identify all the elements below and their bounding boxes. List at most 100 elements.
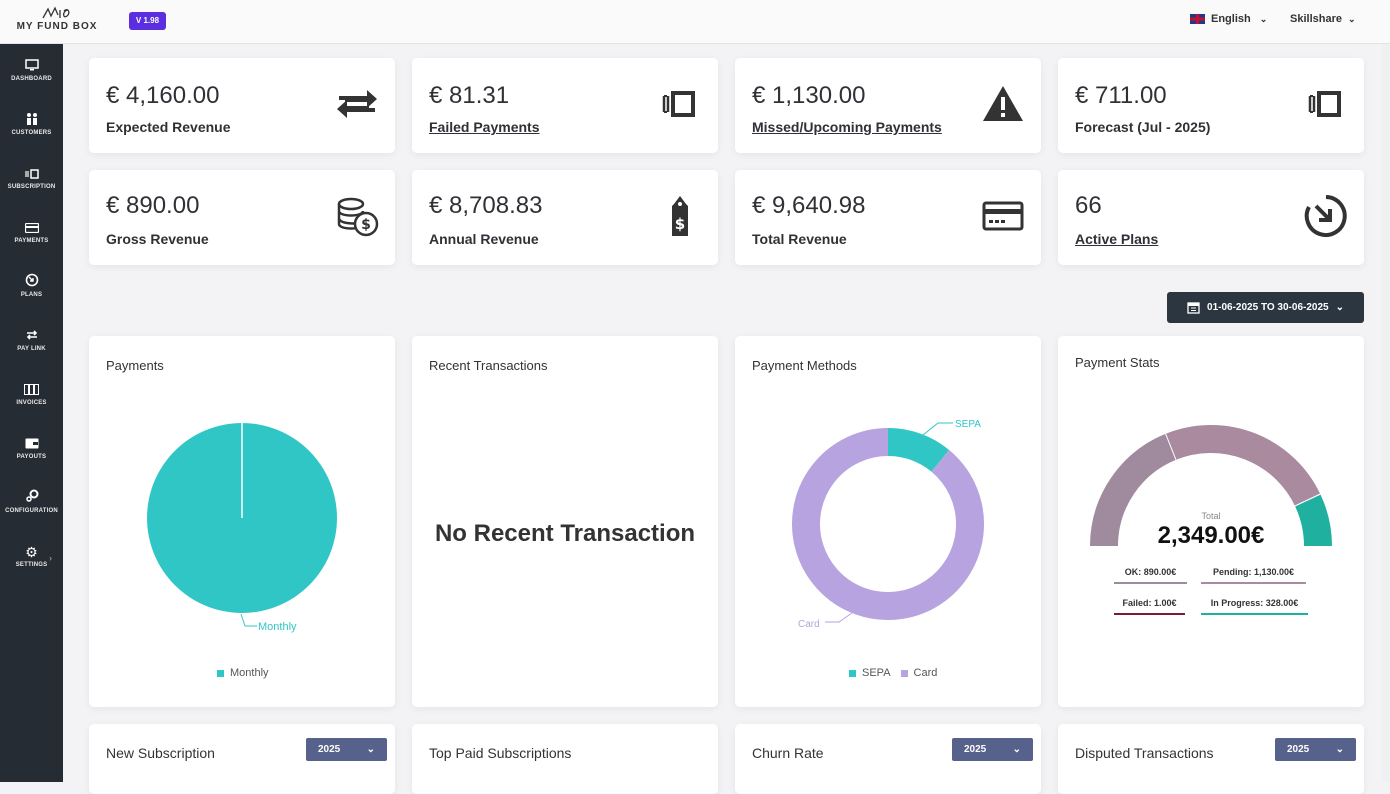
cog-icon	[0, 488, 63, 508]
churn-rate-panel: Churn Rate 2025⌄	[735, 724, 1041, 794]
empty-state-message: No Recent Transaction	[412, 520, 718, 548]
legend-label[interactable]: SEPA	[862, 667, 891, 679]
date-range-value: 01-06-2025 TO 30-06-2025	[1207, 302, 1329, 313]
credit-card-icon	[0, 218, 63, 238]
year-value: 2025	[318, 744, 340, 755]
coins-icon: $	[335, 194, 379, 238]
sidebar-item-label: SETTINGS	[0, 562, 63, 568]
scrollbar[interactable]	[1382, 44, 1390, 782]
warning-icon	[981, 82, 1025, 126]
year-select[interactable]: 2025⌄	[1275, 738, 1356, 761]
sidebar-item-payments[interactable]: PAYMENTS	[0, 218, 63, 264]
stat-label: Forecast (Jul - 2025)	[1075, 119, 1210, 135]
users-icon	[0, 110, 63, 130]
wallet-icon	[0, 434, 63, 454]
sidebar-item-label: PLANS	[0, 292, 63, 298]
missed-payments-link[interactable]: Missed/Upcoming Payments	[752, 119, 942, 135]
chevron-down-icon: ⌄	[1336, 744, 1344, 755]
stat-failed: Failed: 1.00€	[1114, 598, 1185, 615]
user-name: Skillshare	[1290, 13, 1342, 25]
chevron-down-icon: ⌄	[1260, 14, 1268, 25]
stat-label: Total Revenue	[752, 231, 847, 247]
legend-swatch	[849, 670, 856, 677]
sidebar-item-customers[interactable]: CUSTOMERS	[0, 110, 63, 156]
stat-card-expected-revenue: € 4,160.00 Expected Revenue	[89, 58, 395, 153]
legend-label[interactable]: Monthly	[230, 667, 269, 679]
pie-slice-label: Monthly	[258, 621, 297, 633]
price-tag-icon: $	[658, 194, 702, 238]
user-menu[interactable]: Skillshare ⌄	[1290, 13, 1356, 25]
sidebar-item-label: PAYMENTS	[0, 238, 63, 244]
donut-slice-sepa[interactable]	[888, 442, 940, 461]
sidebar-item-payouts[interactable]: PAYOUTS	[0, 434, 63, 480]
credit-card-icon	[981, 194, 1025, 238]
gear-icon: ⚙	[0, 542, 63, 562]
label-leader-card	[825, 613, 852, 622]
calendar-icon	[1187, 301, 1200, 314]
sidebar-item-configuration[interactable]: CONFIGURATION	[0, 488, 63, 534]
recent-transactions-panel: Recent Transactions No Recent Transactio…	[412, 336, 718, 707]
chevron-down-icon: ⌄	[367, 744, 375, 755]
stat-amount: € 1,130.00	[752, 82, 865, 110]
payments-panel: Payments Monthly Monthly	[89, 336, 395, 707]
plans-icon	[0, 272, 63, 292]
sidebar-item-label: SUBSCRIPTION	[0, 184, 63, 190]
stat-card-active-plans[interactable]: 66 Active Plans	[1058, 170, 1364, 265]
app-logo[interactable]: MY FUND BOX	[14, 6, 100, 40]
year-select[interactable]: 2025⌄	[952, 738, 1033, 761]
donut-slice-card[interactable]	[806, 442, 970, 606]
sidebar-item-pay-link[interactable]: PAY LINK	[0, 326, 63, 372]
active-plans-link[interactable]: Active Plans	[1075, 231, 1158, 247]
sidebar: DASHBOARD CUSTOMERS SUBSCRIPTION PAYMENT…	[0, 44, 63, 782]
pie-label-leader	[241, 614, 257, 626]
date-range-picker[interactable]: 01-06-2025 TO 30-06-2025 ⌄	[1167, 292, 1364, 323]
version-badge: V 1.98	[129, 12, 166, 30]
stat-card-forecast: € 711.00 Forecast (Jul - 2025)	[1058, 58, 1364, 153]
language-label: English	[1211, 13, 1251, 25]
legend-label[interactable]: Card	[914, 667, 938, 679]
invoices-icon	[0, 380, 63, 400]
label-leader-sepa	[923, 423, 953, 435]
stat-in-progress: In Progress: 328.00€	[1201, 598, 1308, 615]
subscription-icon	[1304, 82, 1348, 126]
stat-pending: Pending: 1,130.00€	[1201, 567, 1306, 584]
year-value: 2025	[964, 744, 986, 755]
chevron-down-icon: ⌄	[1348, 14, 1356, 24]
failed-payments-link[interactable]: Failed Payments	[429, 119, 540, 135]
legend-swatch	[217, 670, 224, 677]
sidebar-item-label: PAYOUTS	[0, 454, 63, 460]
sidebar-item-subscription[interactable]: SUBSCRIPTION	[0, 164, 63, 210]
donut-label-sepa: SEPA	[955, 419, 981, 430]
sidebar-item-plans[interactable]: PLANS	[0, 272, 63, 318]
repeat-arrows-icon	[335, 82, 379, 126]
chevron-right-icon[interactable]: ›	[49, 553, 52, 563]
stat-card-missed-payments[interactable]: € 1,130.00 Missed/Upcoming Payments	[735, 58, 1041, 153]
stat-label: Gross Revenue	[106, 231, 209, 247]
subscription-icon	[0, 164, 63, 184]
chevron-down-icon: ⌄	[1336, 302, 1344, 313]
sidebar-item-label: CUSTOMERS	[0, 130, 63, 136]
stat-amount: € 9,640.98	[752, 192, 865, 220]
stat-card-total-revenue: € 9,640.98 Total Revenue	[735, 170, 1041, 265]
sidebar-item-dashboard[interactable]: DASHBOARD	[0, 56, 63, 102]
payment-methods-donut-chart: SEPA Card	[735, 336, 1041, 707]
logo-text: MY FUND BOX	[14, 21, 100, 32]
sidebar-item-label: DASHBOARD	[0, 76, 63, 82]
sidebar-item-settings[interactable]: ⚙ SETTINGS	[0, 542, 63, 588]
panel-title: Disputed Transactions	[1075, 745, 1214, 761]
stat-card-failed-payments[interactable]: € 81.31 Failed Payments	[412, 58, 718, 153]
stat-amount: € 4,160.00	[106, 82, 219, 110]
language-selector[interactable]: English ⌄	[1190, 13, 1267, 25]
total-label: Total	[1058, 511, 1364, 521]
top-bar: MY FUND BOX V 1.98 English ⌄ Skillshare …	[0, 0, 1390, 44]
payments-pie-chart: Monthly	[89, 336, 395, 707]
stat-amount: 66	[1075, 192, 1102, 220]
stat-amount: € 890.00	[106, 192, 199, 220]
disputed-transactions-panel: Disputed Transactions 2025⌄	[1058, 724, 1364, 794]
year-select[interactable]: 2025 ⌄	[306, 738, 387, 761]
sidebar-item-invoices[interactable]: INVOICES	[0, 380, 63, 426]
donut-label-card: Card	[798, 619, 820, 630]
payment-stats-panel: Payment Stats Total 2,349.00€ OK: 890.00…	[1058, 336, 1364, 707]
logo-mark-icon	[42, 6, 72, 20]
gauge-segment-pending[interactable]	[1171, 439, 1308, 500]
